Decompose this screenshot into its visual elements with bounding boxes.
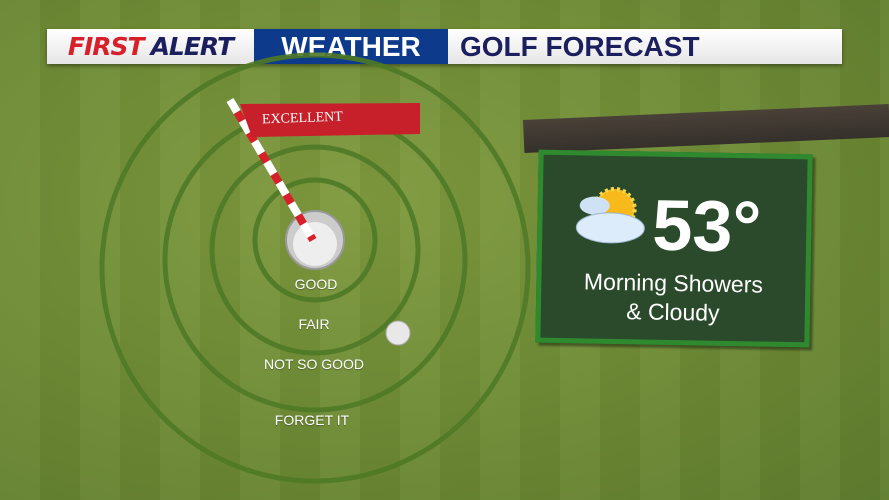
- flagstick-icon: [226, 97, 317, 243]
- first-alert-logo: FIRST ALERT: [67, 32, 234, 61]
- ring-label-good: GOOD: [294, 276, 338, 292]
- ring-good: [252, 177, 378, 303]
- ring-label-fair: FAIR: [298, 316, 330, 332]
- flag-icon: [240, 103, 420, 137]
- flag-label: EXCELLENT: [261, 109, 344, 128]
- golf-ball-icon: [385, 320, 411, 346]
- ring-forget-it: [99, 52, 531, 484]
- ring-label-not-so-good: NOT SO GOOD: [263, 356, 365, 372]
- ring-label-forget-it: FORGET IT: [274, 412, 350, 428]
- temperature: 53°: [651, 185, 762, 268]
- condition: Morning Showers & Cloudy: [583, 268, 764, 326]
- ring-fair: [209, 144, 421, 356]
- partly-cloudy-icon: [575, 186, 645, 244]
- forecast-sign: 53° Morning Showers & Cloudy: [535, 149, 813, 348]
- page-title: GOLF FORECAST: [460, 30, 700, 62]
